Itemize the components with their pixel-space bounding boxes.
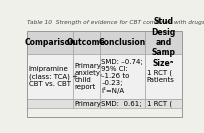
Bar (73, 31, 100, 54)
Bar (100, 54, 145, 99)
Text: Imipramine
(class: TCA) +
CBT vs. CBT: Imipramine (class: TCA) + CBT vs. CBT (29, 66, 78, 87)
Bar (145, 99, 182, 108)
Text: Outcome: Outcome (67, 38, 106, 47)
Text: SMD: –0.74;
95% CI:
–1.26 to
–0.23;
I²=N/A: SMD: –0.74; 95% CI: –1.26 to –0.23; I²=N… (101, 59, 143, 94)
Bar (73, 99, 100, 108)
Bar (73, 54, 100, 99)
Text: Stud
Desig
and
Samp
Sizeᵃ: Stud Desig and Samp Sizeᵃ (151, 17, 176, 68)
Bar (27, 99, 73, 108)
Bar (100, 31, 145, 54)
Bar (145, 31, 182, 54)
Text: 1 RCT (
Patients: 1 RCT ( Patients (147, 70, 175, 83)
Bar (27, 31, 73, 54)
Bar (100, 99, 145, 108)
Text: Table 10  Strength of evidence for CBT combined with drugs: Table 10 Strength of evidence for CBT co… (27, 20, 204, 25)
Text: Conclusion: Conclusion (99, 38, 146, 47)
Text: 1 RCT (: 1 RCT ( (147, 100, 172, 107)
Bar (27, 54, 73, 99)
Text: Primary
anxiety,
child
report: Primary anxiety, child report (74, 63, 102, 90)
Text: Primary: Primary (74, 101, 101, 107)
Text: Comparison: Comparison (24, 38, 76, 47)
Bar (27, 31, 182, 117)
Bar (145, 54, 182, 99)
Text: SMD:  0.61;: SMD: 0.61; (101, 101, 142, 107)
